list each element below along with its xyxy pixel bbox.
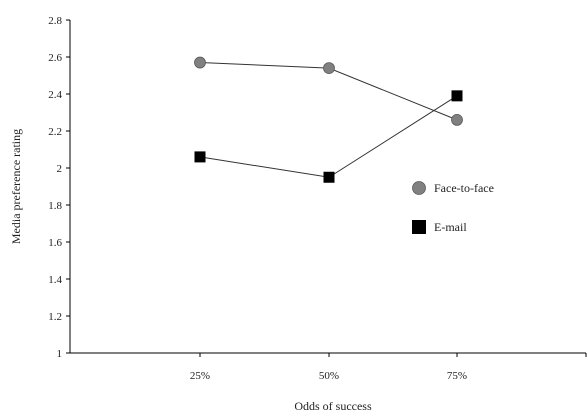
- legend-label: E-mail: [434, 220, 467, 234]
- y-tick-label: 2.8: [48, 15, 62, 27]
- y-tick-label: 2.4: [48, 89, 62, 101]
- legend-marker-square: [412, 220, 426, 234]
- legend-marker-circle: [412, 181, 426, 195]
- y-ticks: 1 1.2 1.4 1.6 1.8 2 2.2 2.4 2.6 2.8: [48, 15, 70, 360]
- axes: [69, 20, 586, 354]
- series-line: [199, 95, 458, 178]
- data-point-square: [194, 151, 206, 163]
- x-tick-label: 25%: [190, 370, 210, 382]
- y-tick-label: 1.6: [48, 237, 62, 249]
- x-ticks: 25% 50% 75%: [190, 353, 587, 382]
- y-tick-label: 1.2: [48, 311, 62, 323]
- data-point-circle: [451, 114, 463, 126]
- legend: Face-to-face E-mail: [412, 181, 494, 234]
- y-tick-label: 1.4: [48, 274, 62, 286]
- y-tick-label: 1: [57, 348, 63, 360]
- data-point-circle: [194, 56, 206, 69]
- x-axis-title: Odds of success: [294, 399, 372, 413]
- data-point-square: [451, 90, 463, 102]
- series-group: [194, 56, 463, 183]
- x-tick-label: 75%: [447, 370, 467, 382]
- legend-label: Face-to-face: [434, 181, 494, 195]
- y-tick-label: 2.2: [48, 126, 62, 138]
- x-tick-label: 50%: [319, 370, 339, 382]
- data-point-square: [323, 171, 335, 183]
- y-tick-label: 2.6: [48, 52, 62, 64]
- y-tick-label: 1.8: [48, 200, 62, 212]
- data-point-circle: [323, 62, 335, 74]
- y-tick-label: 2: [57, 163, 63, 175]
- y-axis-title: Media preference rating: [9, 129, 23, 244]
